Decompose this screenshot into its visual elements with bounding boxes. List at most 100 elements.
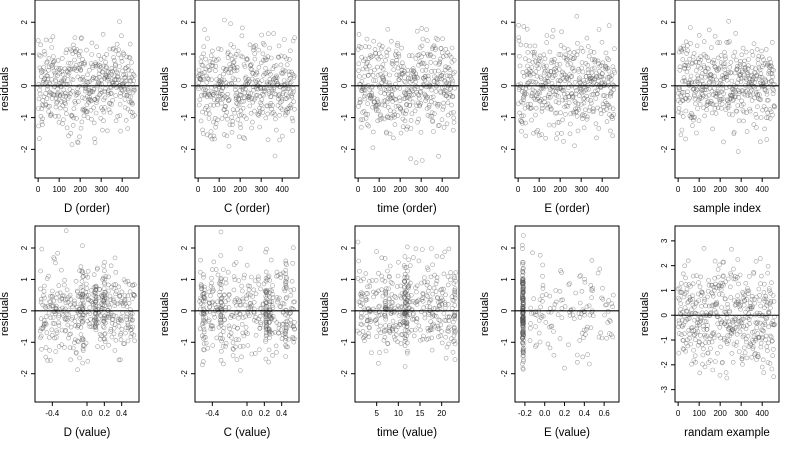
data-point — [38, 299, 44, 305]
data-point — [78, 68, 84, 73]
data-point — [715, 55, 721, 61]
data-point — [283, 296, 289, 301]
data-point — [372, 67, 377, 73]
data-point — [275, 299, 280, 305]
data-point — [199, 93, 204, 98]
data-point — [369, 53, 375, 59]
data-point — [122, 297, 128, 303]
data-point — [734, 66, 740, 72]
data-point — [276, 325, 282, 331]
data-point — [687, 25, 693, 30]
data-point — [231, 274, 237, 280]
data-point — [43, 354, 49, 360]
data-point — [708, 45, 714, 51]
data-point — [58, 105, 63, 111]
data-point — [366, 334, 372, 339]
data-point — [414, 84, 420, 90]
data-point — [288, 102, 294, 107]
data-point — [281, 37, 287, 42]
data-point — [741, 302, 747, 308]
data-point — [562, 97, 568, 103]
data-point — [105, 88, 111, 94]
data-point — [579, 288, 585, 294]
data-point — [766, 309, 772, 315]
data-point — [378, 71, 383, 77]
data-point — [568, 74, 574, 79]
data-point — [232, 65, 237, 71]
data-point — [528, 305, 534, 311]
data-point — [60, 305, 65, 311]
data-point — [696, 118, 702, 123]
data-point — [765, 263, 771, 269]
data-point — [244, 116, 249, 121]
data-point — [411, 92, 416, 98]
data-point — [702, 64, 707, 70]
data-point — [63, 50, 69, 56]
data-point — [47, 299, 52, 305]
data-point — [244, 293, 249, 299]
y-axis-label: residuals — [0, 291, 11, 336]
data-point — [450, 71, 456, 76]
data-point — [386, 115, 392, 120]
data-point — [397, 95, 402, 101]
data-point — [107, 110, 113, 115]
data-point — [520, 305, 526, 311]
data-point — [45, 358, 51, 363]
data-point — [753, 66, 758, 71]
data-point — [709, 110, 715, 116]
data-point — [253, 291, 259, 297]
data-point — [219, 77, 225, 82]
data-point — [46, 68, 51, 73]
data-point — [571, 316, 577, 322]
data-point — [51, 255, 57, 260]
data-point — [212, 116, 218, 121]
data-point — [420, 298, 426, 304]
data-point — [701, 246, 707, 251]
data-point — [386, 303, 392, 309]
data-point — [236, 337, 241, 343]
data-point — [581, 78, 587, 83]
data-point — [240, 343, 246, 349]
data-point — [585, 63, 591, 68]
data-point — [596, 334, 602, 340]
data-point — [689, 361, 694, 367]
data-point — [93, 63, 98, 69]
data-point — [403, 311, 409, 317]
data-point — [281, 69, 286, 75]
data-point — [721, 64, 727, 70]
data-point — [360, 301, 366, 306]
data-point — [533, 112, 538, 118]
data-point — [758, 344, 764, 350]
data-point — [283, 278, 288, 284]
data-point — [718, 53, 724, 59]
data-point — [68, 357, 73, 363]
data-point — [280, 133, 285, 139]
data-point — [201, 290, 207, 296]
data-point — [677, 320, 682, 326]
data-point — [247, 301, 253, 307]
data-point — [551, 59, 557, 65]
data-point — [393, 104, 399, 109]
data-point — [84, 79, 89, 84]
data-point — [436, 334, 441, 340]
data-point — [448, 74, 453, 79]
data-point — [604, 107, 609, 112]
y-tick-label: -1 — [500, 114, 509, 122]
data-point — [576, 66, 581, 72]
data-point — [75, 140, 81, 146]
data-point — [711, 57, 717, 63]
data-point — [547, 95, 553, 100]
data-point — [521, 318, 526, 324]
data-point — [684, 93, 690, 98]
data-point — [577, 80, 583, 86]
data-point — [737, 64, 743, 69]
data-point — [103, 59, 108, 65]
data-point — [283, 344, 289, 350]
data-point — [704, 333, 709, 339]
data-point — [83, 309, 88, 315]
data-point — [292, 299, 297, 305]
data-point — [677, 285, 683, 291]
data-point — [683, 289, 689, 295]
y-tick-label: 2 — [340, 245, 349, 250]
data-point — [56, 320, 61, 326]
